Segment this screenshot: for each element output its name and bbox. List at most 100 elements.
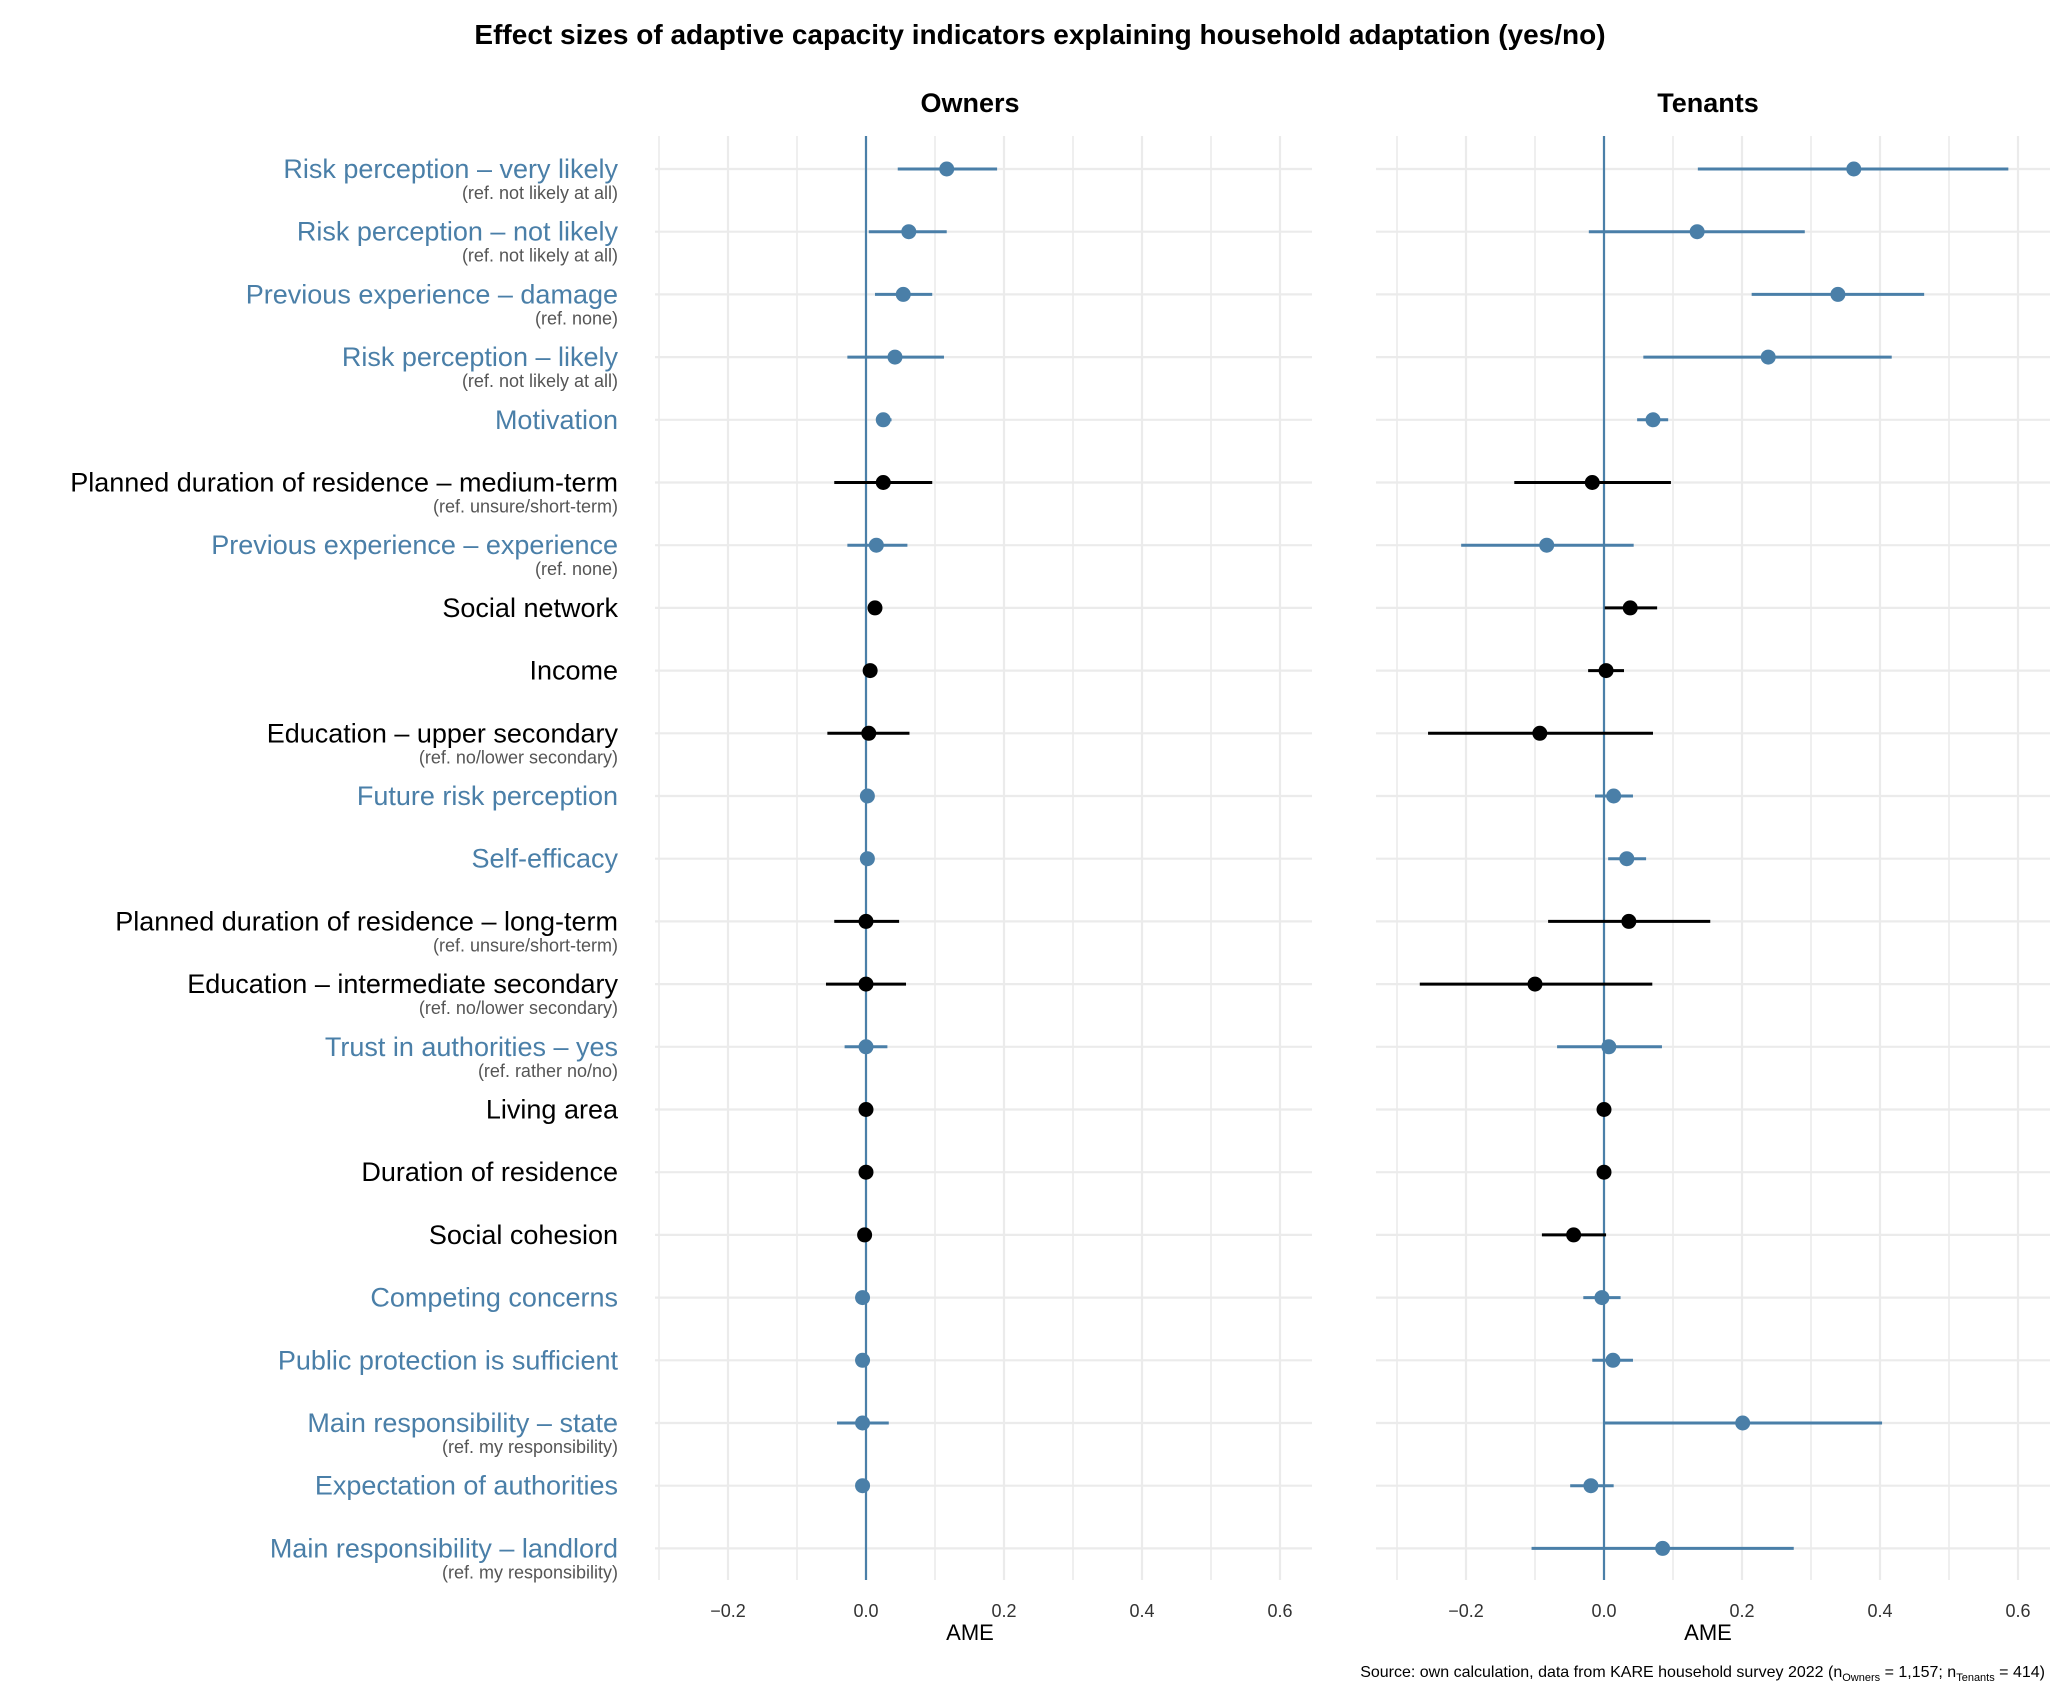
y-axis-label: Previous experience – experience	[211, 530, 618, 560]
x-axis-label-owners: AME	[946, 1620, 994, 1645]
y-axis-reference-label: (ref. unsure/short-term)	[433, 497, 618, 517]
point-estimate	[887, 349, 903, 365]
y-axis-label: Risk perception – not likely	[297, 217, 619, 247]
y-axis-reference-label: (ref. rather no/no)	[478, 1061, 618, 1081]
y-axis-reference-label: (ref. my responsibility)	[442, 1437, 618, 1457]
y-axis-label: Living area	[486, 1095, 619, 1125]
point-estimate	[1621, 913, 1637, 929]
y-axis-label: Social cohesion	[429, 1220, 618, 1250]
y-axis-reference-label: (ref. no/lower secondary)	[419, 747, 618, 767]
x-tick-label: 0.6	[2005, 1601, 2030, 1621]
y-axis-label: Planned duration of residence – medium-t…	[70, 468, 618, 498]
panel-title-tenants: Tenants	[1657, 88, 1759, 118]
point-estimate	[1606, 788, 1622, 804]
y-axis-reference-label: (ref. no/lower secondary)	[419, 998, 618, 1018]
x-tick-label: −0.2	[1448, 1601, 1484, 1621]
point-estimate	[858, 913, 874, 929]
y-axis-reference-label: (ref. none)	[535, 559, 618, 579]
x-axis-label-tenants: AME	[1684, 1620, 1732, 1645]
y-axis-label: Duration of residence	[361, 1157, 618, 1187]
point-estimate	[1594, 1290, 1610, 1306]
y-axis-label: Income	[529, 656, 618, 686]
point-estimate	[868, 537, 884, 553]
y-axis-label: Expectation of authorities	[315, 1471, 618, 1501]
y-axis-label: Previous experience – damage	[246, 279, 618, 309]
point-estimate	[1598, 663, 1614, 679]
x-tick-label: 0.0	[853, 1601, 878, 1621]
caption-suffix: = 414)	[1995, 1664, 2045, 1681]
y-axis-label: Motivation	[495, 405, 618, 435]
point-estimate	[855, 1478, 871, 1494]
point-estimate	[858, 1164, 874, 1180]
point-estimate	[1605, 1352, 1621, 1368]
point-estimate	[1532, 725, 1548, 741]
point-estimate	[895, 286, 911, 302]
x-tick-label: 0.0	[1591, 1601, 1616, 1621]
point-estimate	[1596, 1102, 1612, 1117]
y-axis-label: Risk perception – likely	[342, 342, 619, 372]
caption-sub-tenants: Tenants	[1956, 1672, 1995, 1684]
point-estimate	[855, 1290, 871, 1306]
point-estimate	[1689, 224, 1705, 240]
point-estimate	[1846, 161, 1862, 177]
point-estimate	[1619, 851, 1635, 867]
y-axis-reference-label: (ref. not likely at all)	[462, 183, 618, 203]
y-axis-label: Planned duration of residence – long-ter…	[115, 906, 618, 936]
point-estimate	[861, 725, 877, 741]
x-tick-label: 0.6	[1267, 1601, 1292, 1621]
source-caption: Source: own calculation, data from KARE …	[1360, 1664, 2045, 1684]
y-axis-label: Social network	[442, 593, 618, 623]
panel-owners: −0.2 0.0 0.2 0.4 0.6	[655, 136, 1312, 1621]
point-estimate	[1596, 1164, 1612, 1180]
y-axis-labels: Risk perception – very likely(ref. not l…	[70, 154, 619, 1582]
point-estimate	[1539, 537, 1555, 553]
point-estimate	[857, 1227, 873, 1243]
point-estimate	[875, 412, 891, 428]
point-estimate	[875, 475, 891, 490]
point-estimate	[1583, 1478, 1599, 1494]
caption-mid: = 1,157; n	[1880, 1664, 1956, 1681]
point-estimate	[1566, 1227, 1582, 1243]
y-axis-label: Trust in authorities – yes	[325, 1032, 618, 1062]
y-axis-reference-label: (ref. unsure/short-term)	[433, 935, 618, 955]
panel-tenants: −0.2 0.0 0.2 0.4 0.6	[1376, 136, 2050, 1621]
point-estimate	[1830, 286, 1846, 302]
point-estimate	[1655, 1540, 1671, 1556]
caption-prefix: Source: own calculation, data from KARE …	[1360, 1664, 1842, 1681]
point-estimate	[1760, 349, 1776, 365]
point-estimate	[867, 600, 883, 616]
y-axis-reference-label: (ref. not likely at all)	[462, 246, 618, 266]
point-estimate	[855, 1352, 871, 1368]
y-axis-reference-label: (ref. not likely at all)	[462, 371, 618, 391]
point-estimate	[901, 224, 917, 240]
y-axis-label: Self-efficacy	[471, 844, 618, 874]
point-estimate	[1735, 1415, 1751, 1431]
y-axis-label: Competing concerns	[370, 1283, 618, 1313]
point-estimate	[1645, 412, 1661, 428]
point-estimate	[939, 161, 955, 177]
point-estimate	[855, 1415, 871, 1431]
y-axis-label: Public protection is sufficient	[278, 1345, 619, 1375]
x-tick-label: 0.2	[991, 1601, 1016, 1621]
y-axis-label: Main responsibility – landlord	[270, 1533, 618, 1563]
y-axis-label: Main responsibility – state	[307, 1408, 618, 1438]
panel-title-owners: Owners	[920, 88, 1019, 118]
point-estimate	[859, 788, 875, 804]
x-tick-label: −0.2	[710, 1601, 746, 1621]
y-axis-label: Risk perception – very likely	[283, 154, 618, 184]
point-estimate	[1584, 475, 1600, 490]
point-estimate	[862, 663, 878, 679]
point-estimate	[858, 976, 874, 992]
point-estimate	[859, 851, 875, 867]
y-axis-label: Future risk perception	[357, 781, 618, 811]
y-axis-reference-label: (ref. none)	[535, 308, 618, 328]
caption-sub-owners: Owners	[1842, 1672, 1880, 1684]
point-estimate	[858, 1039, 874, 1055]
y-axis-label: Education – upper secondary	[267, 718, 619, 748]
point-estimate	[1622, 600, 1638, 616]
x-tick-label: 0.2	[1729, 1601, 1754, 1621]
point-estimate	[858, 1102, 874, 1117]
chart-title: Effect sizes of adaptive capacity indica…	[474, 19, 1605, 50]
x-tick-label: 0.4	[1129, 1601, 1154, 1621]
